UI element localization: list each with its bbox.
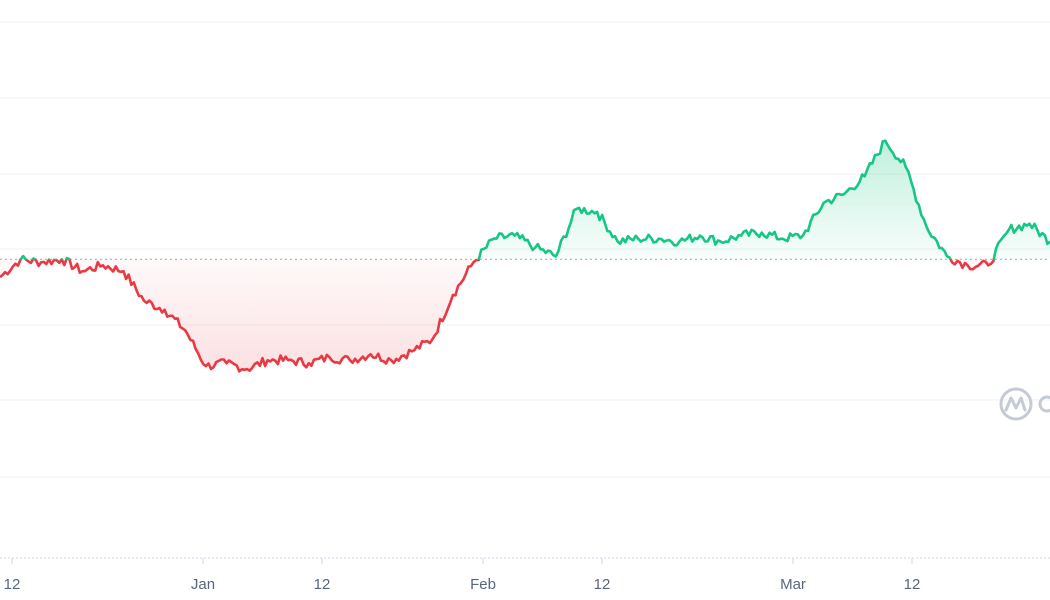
x-tick-label: 12 (4, 576, 21, 593)
series-line-above (19, 139, 1050, 260)
x-axis-ticks: 12 Jan 12 Feb 12 Mar 12 (4, 558, 921, 593)
coinmarketcap-logo-icon (999, 387, 1050, 421)
x-tick-label: Mar (780, 576, 806, 593)
series-line-below (0, 259, 996, 373)
x-tick-label: 12 (594, 576, 611, 593)
grid-lines (0, 21, 1050, 478)
x-tick-label: 12 (314, 576, 331, 593)
area-below-baseline (0, 259, 994, 372)
x-tick-label: Feb (470, 576, 496, 593)
area-fills (0, 140, 1050, 372)
area-above-baseline (0, 140, 1050, 260)
series-lines (0, 139, 1050, 373)
x-tick-label: Jan (191, 576, 215, 593)
x-tick-label: 12 (904, 576, 921, 593)
